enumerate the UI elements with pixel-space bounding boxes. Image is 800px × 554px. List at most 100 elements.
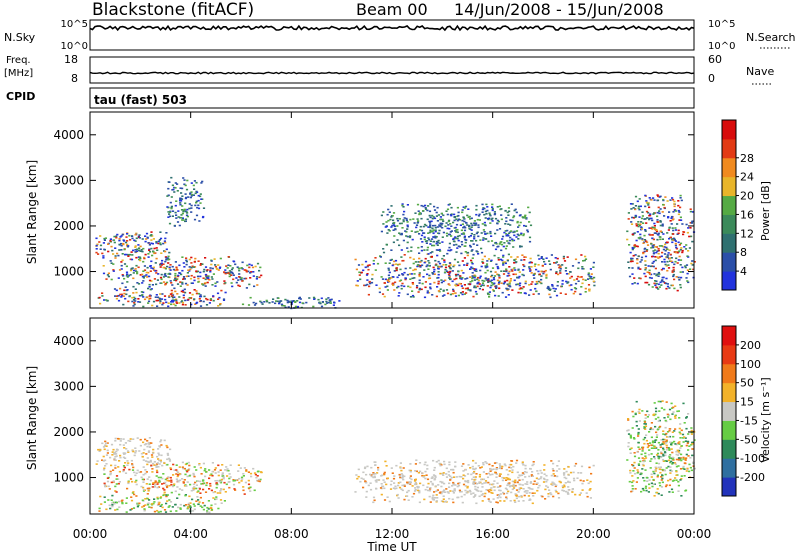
echo-cell bbox=[672, 239, 675, 241]
echo-cell bbox=[388, 280, 391, 283]
echo-cell bbox=[654, 249, 657, 251]
echo-cell bbox=[148, 279, 152, 282]
echo-cell bbox=[501, 238, 504, 240]
echo-cell bbox=[494, 248, 498, 251]
echo-cell bbox=[679, 423, 682, 425]
echo-cell bbox=[484, 266, 487, 269]
echo-cell bbox=[419, 264, 422, 267]
echo-cell bbox=[529, 269, 532, 271]
echo-cell bbox=[230, 274, 233, 276]
echo-cell bbox=[165, 281, 169, 284]
echo-cell bbox=[122, 470, 125, 473]
echo-cell bbox=[148, 487, 151, 490]
echo-cell bbox=[398, 244, 401, 247]
echo-cell bbox=[144, 240, 147, 243]
echo-cell bbox=[424, 470, 427, 473]
echo-cell bbox=[386, 279, 389, 282]
colorbar-frame bbox=[721, 325, 737, 497]
echo-cell bbox=[563, 260, 567, 262]
echo-cell bbox=[132, 450, 135, 453]
echo-cell bbox=[383, 499, 387, 501]
echo-cell bbox=[103, 501, 106, 503]
echo-cell bbox=[653, 227, 656, 229]
echo-cell bbox=[368, 264, 371, 266]
echo-cell bbox=[555, 484, 558, 487]
echo-cell bbox=[126, 464, 129, 466]
echo-cell bbox=[179, 197, 183, 200]
echo-cell bbox=[431, 238, 434, 240]
echo-cell bbox=[459, 283, 462, 285]
echo-cell bbox=[146, 440, 149, 442]
echo-cell bbox=[192, 184, 195, 187]
echo-cell bbox=[522, 488, 525, 490]
echo-cell bbox=[490, 259, 493, 262]
echo-cell bbox=[462, 216, 465, 218]
echo-cell bbox=[481, 284, 484, 286]
echo-cell bbox=[570, 284, 573, 286]
echo-cell bbox=[156, 305, 159, 307]
echo-cell bbox=[197, 281, 200, 283]
echo-cell bbox=[655, 274, 658, 277]
echo-cell bbox=[364, 284, 367, 287]
echo-cell bbox=[401, 203, 404, 205]
echo-cell bbox=[639, 205, 642, 208]
echo-cell bbox=[200, 263, 203, 265]
echo-cell bbox=[156, 483, 159, 485]
echo-cell bbox=[647, 414, 650, 416]
colorbar-tick-label: 20 bbox=[740, 190, 754, 203]
echo-cell bbox=[385, 243, 388, 246]
echo-cell bbox=[153, 486, 157, 488]
echo-cell bbox=[497, 245, 500, 248]
echo-cell bbox=[192, 483, 195, 486]
echo-cell bbox=[190, 303, 193, 306]
echo-cell bbox=[475, 232, 478, 235]
echo-cell bbox=[450, 476, 453, 479]
echo-cell bbox=[454, 236, 457, 238]
echo-cell bbox=[147, 450, 151, 452]
echo-cell bbox=[137, 283, 141, 285]
echo-cell bbox=[548, 289, 552, 291]
echo-cell bbox=[419, 482, 422, 485]
echo-cell bbox=[680, 459, 683, 462]
echo-cell bbox=[170, 483, 173, 486]
echo-cell bbox=[417, 265, 420, 268]
echo-cell bbox=[655, 229, 658, 231]
echo-cell bbox=[445, 467, 448, 470]
echo-cell bbox=[631, 283, 634, 285]
echo-cell bbox=[466, 277, 469, 280]
echo-cell bbox=[181, 269, 184, 272]
echo-cell bbox=[516, 276, 519, 279]
echo-cell bbox=[372, 473, 375, 475]
echo-cell bbox=[126, 450, 130, 452]
echo-cell bbox=[664, 460, 667, 462]
echo-cell bbox=[561, 283, 564, 285]
echo-cell bbox=[567, 474, 570, 476]
echo-cell bbox=[686, 442, 689, 445]
echo-cell bbox=[556, 281, 559, 283]
echo-cell bbox=[227, 469, 230, 472]
echo-cell bbox=[200, 473, 203, 475]
echo-cell bbox=[456, 219, 459, 222]
echo-cell bbox=[645, 250, 648, 252]
echo-cell bbox=[125, 253, 128, 256]
echo-cell bbox=[480, 466, 483, 468]
echo-cell bbox=[631, 427, 634, 429]
echo-cell bbox=[406, 482, 409, 485]
echo-cell bbox=[433, 491, 436, 493]
echo-cell bbox=[107, 485, 110, 488]
echo-cell bbox=[456, 237, 459, 240]
echo-cell bbox=[237, 284, 240, 287]
echo-cell bbox=[648, 218, 651, 221]
echo-cell bbox=[387, 267, 390, 270]
nave-tick-top: 60 bbox=[708, 53, 722, 66]
echo-cell bbox=[476, 282, 479, 284]
echo-cell bbox=[188, 207, 191, 210]
echo-cell bbox=[138, 294, 141, 297]
echo-cell bbox=[169, 501, 173, 503]
echo-cell bbox=[195, 500, 198, 502]
echo-cell bbox=[658, 410, 661, 412]
echo-cell bbox=[636, 231, 639, 233]
echo-cell bbox=[551, 484, 554, 486]
echo-cell bbox=[645, 434, 648, 436]
echo-cell bbox=[436, 254, 439, 257]
